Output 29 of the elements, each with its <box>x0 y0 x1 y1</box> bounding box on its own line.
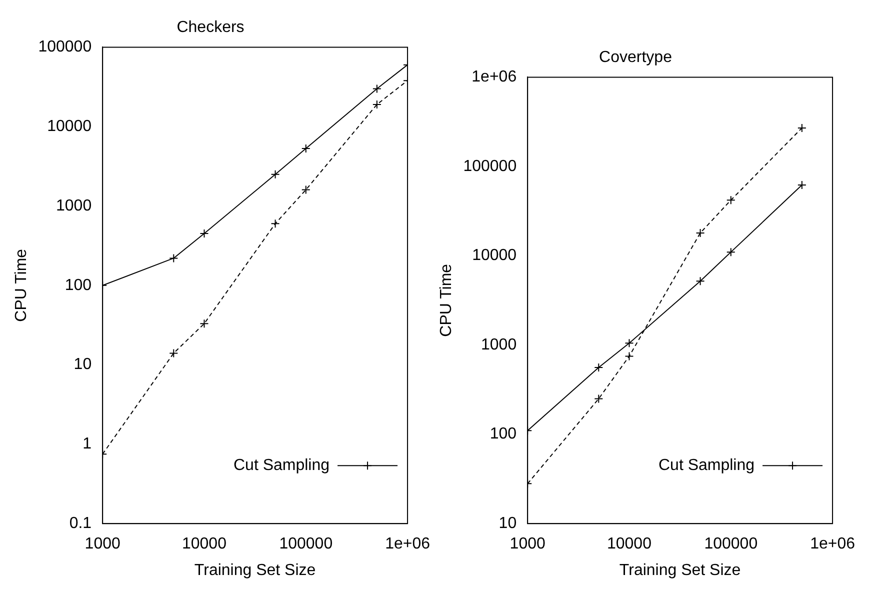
x-axis-title: Training Set Size <box>619 562 741 579</box>
y-tick-label: 100000 <box>463 158 517 175</box>
legend-label: Cut Sampling <box>233 457 330 474</box>
y-tick-label: 1 <box>82 436 92 453</box>
x-tick-label: 1000 <box>510 536 546 553</box>
y-tick-label: 100 <box>490 426 517 443</box>
x-tick-label: 10000 <box>182 536 227 553</box>
chart-title: Covertype <box>599 49 672 66</box>
y-axis-title: CPU Time <box>13 248 30 322</box>
y-tick-label: 10000 <box>47 118 92 136</box>
y-tick-label: 10000 <box>472 247 517 264</box>
y-tick-label: 1000 <box>56 197 92 214</box>
y-tick-label: 100 <box>64 276 92 294</box>
x-tick-label: 1e+06 <box>385 536 430 553</box>
x-tick-label: 10000 <box>606 536 652 553</box>
legend-label: Cut Sampling <box>658 457 755 474</box>
chart-title: Checkers <box>176 19 244 36</box>
y-tick-label: 0.1 <box>69 515 92 532</box>
y-tick-label: 100000 <box>38 38 92 56</box>
y-tick-label: 1e+06 <box>472 68 517 86</box>
x-tick-label: 100000 <box>279 536 333 553</box>
x-tick-label: 1000 <box>84 536 120 553</box>
y-tick-label: 10 <box>498 515 517 532</box>
x-axis-title: Training Set Size <box>194 562 316 579</box>
y-tick-label: 1000 <box>480 336 517 354</box>
x-tick-label: 100000 <box>704 536 758 553</box>
y-axis-title: CPU Time <box>438 264 456 337</box>
y-tick-label: 10 <box>74 356 92 374</box>
x-tick-label: 1e+06 <box>810 536 856 553</box>
